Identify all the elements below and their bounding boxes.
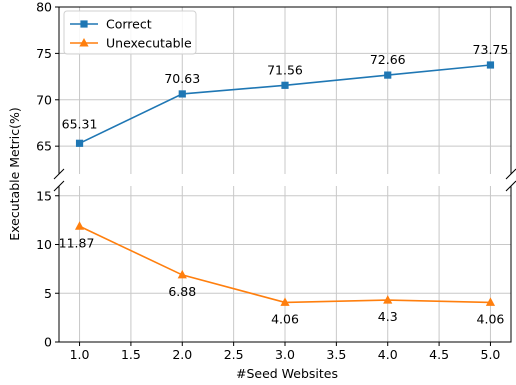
data-label: 72.66 bbox=[370, 52, 406, 67]
top-y-tick-label: 75 bbox=[36, 46, 52, 61]
unexecutable-point bbox=[485, 297, 496, 306]
top-panel-frame bbox=[58, 6, 512, 174]
top-y-tick-label: 80 bbox=[36, 0, 52, 15]
legend-entry-label: Correct bbox=[106, 17, 152, 32]
x-tick-label: 2.5 bbox=[224, 347, 244, 362]
legend-triangle-marker bbox=[79, 38, 89, 47]
data-label: 4.06 bbox=[477, 311, 505, 326]
data-label: 71.56 bbox=[267, 62, 303, 77]
series-layer bbox=[74, 61, 496, 306]
axis-break-mark bbox=[505, 180, 516, 192]
axis-break-mark bbox=[505, 168, 516, 180]
unexecutable-point bbox=[383, 295, 393, 304]
top-y-tick-label: 70 bbox=[36, 92, 52, 107]
axis-break-mark bbox=[53, 180, 65, 192]
data-label: 70.63 bbox=[164, 71, 200, 86]
x-tick-label: 1.0 bbox=[70, 347, 90, 362]
correct-point bbox=[75, 139, 84, 147]
data-label: 4.3 bbox=[378, 309, 398, 324]
axis-break-mark bbox=[53, 168, 65, 180]
x-tick-label: 4.0 bbox=[378, 347, 398, 362]
bottom-y-tick-label: 10 bbox=[36, 237, 52, 252]
bottom-y-tick-label: 15 bbox=[36, 188, 52, 203]
x-tick-label: 3.5 bbox=[326, 347, 346, 362]
x-tick-label: 5.0 bbox=[481, 347, 501, 362]
data-labels-layer: 65.31 70.63 71.56 72.66 73.75 11.87 6.88 4.06 4.… bbox=[59, 42, 509, 326]
unexecutable-point bbox=[74, 221, 85, 230]
correct-point bbox=[178, 90, 186, 98]
data-label: 4.06 bbox=[271, 311, 299, 326]
x-axis-label: #Seed Websites bbox=[236, 366, 338, 381]
y-axis-label: Executable Metric(%) bbox=[7, 107, 22, 241]
unexecutable-point bbox=[177, 269, 187, 279]
top-y-tick-label: 65 bbox=[36, 139, 52, 154]
correct-point bbox=[486, 61, 495, 69]
bottom-y-tick-label: 5 bbox=[44, 286, 52, 301]
bottom-y-tick-label: 0 bbox=[44, 335, 52, 350]
legend-square-marker bbox=[80, 20, 88, 28]
legend-entry-label: Unexecutable bbox=[106, 36, 192, 51]
x-tick-label: 4.5 bbox=[429, 347, 449, 362]
x-tick-label: 2.0 bbox=[172, 347, 192, 362]
data-label: 11.87 bbox=[59, 235, 95, 250]
data-label: 6.88 bbox=[168, 284, 196, 299]
correct-point bbox=[281, 81, 289, 89]
correct-point bbox=[384, 71, 392, 79]
x-tick-label: 1.5 bbox=[121, 347, 141, 362]
unexecutable-point bbox=[280, 297, 290, 306]
data-label: 65.31 bbox=[62, 116, 98, 131]
x-tick-label: 3.0 bbox=[275, 347, 295, 362]
data-label: 73.75 bbox=[473, 42, 509, 57]
tick-labels-layer: 1.0 1.5 2.0 2.5 3.0 3.5 4.0 4.5 5.0 65 70 75 80 0 5 10 1… bbox=[36, 0, 500, 362]
legend: Correct Unexecutable bbox=[63, 10, 197, 55]
